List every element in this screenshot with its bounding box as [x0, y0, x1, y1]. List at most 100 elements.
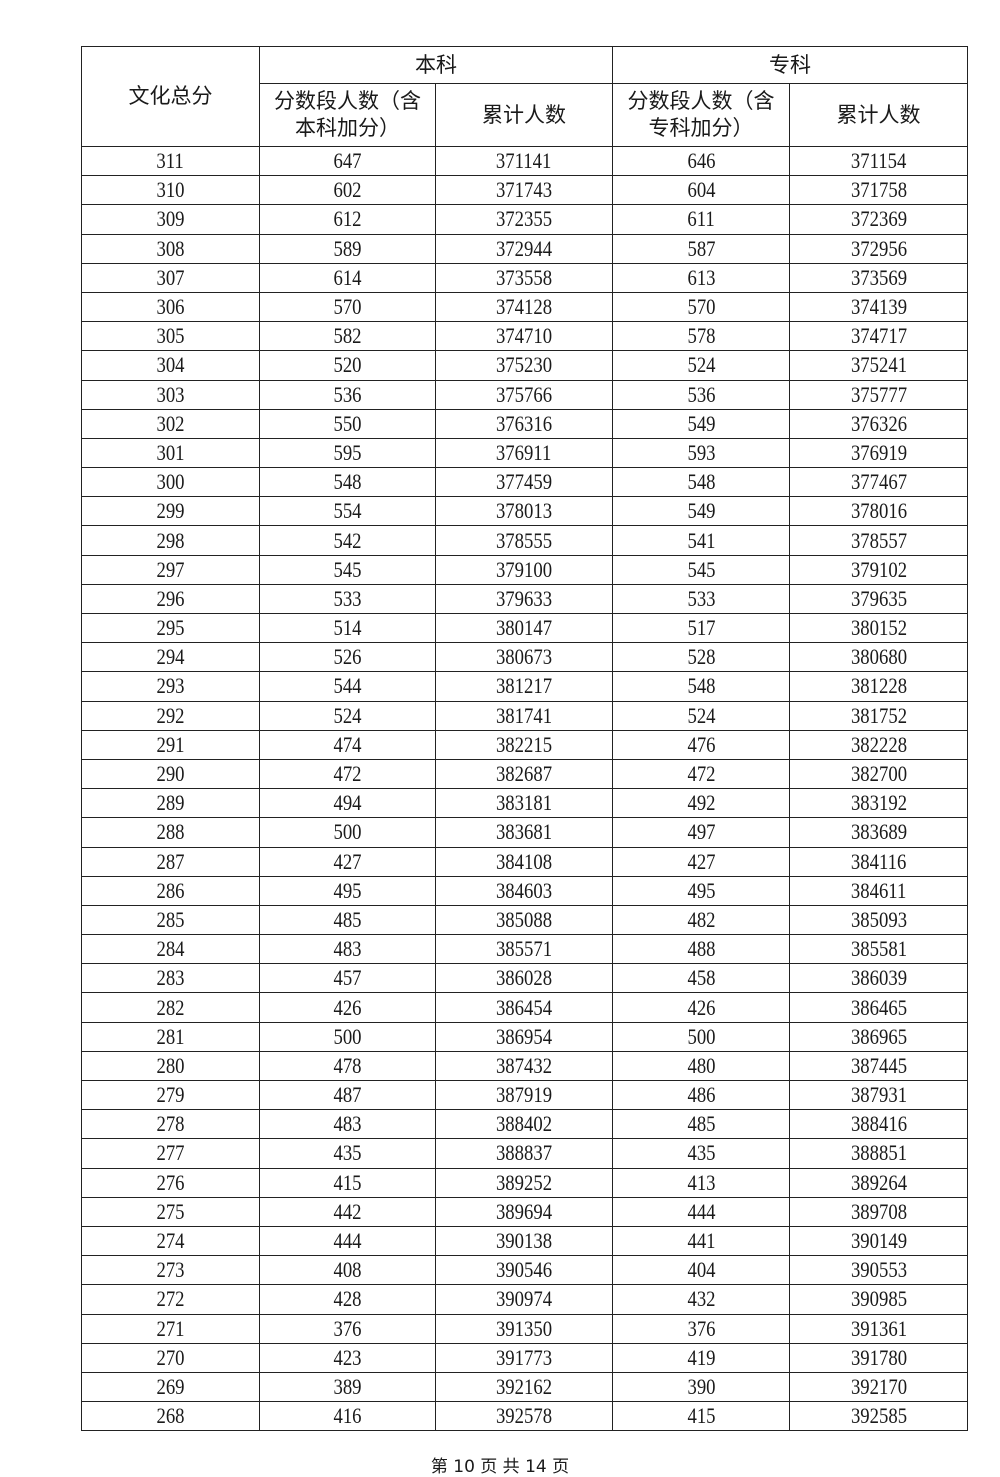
cell-text: 497: [686, 819, 716, 845]
cell-total-score: 277: [81, 1138, 260, 1169]
cell-undergrad-cumulative: 380673: [435, 642, 613, 673]
cell-junior-cumulative: 380680: [789, 642, 968, 673]
table-row: 301 595 376911 593 376919: [81, 437, 968, 469]
cell-text: 297: [156, 556, 185, 582]
cell-junior-segment-count: 517: [612, 612, 790, 644]
cell-undergrad-segment-count: 415: [259, 1167, 436, 1198]
cell-total-score: 289: [81, 788, 260, 819]
cell-text: 391780: [850, 1344, 907, 1370]
cell-text: 383681: [495, 819, 553, 845]
cell-text: 301: [156, 439, 185, 465]
cell-total-score: 304: [81, 350, 260, 381]
cell-junior-segment-count: 419: [612, 1342, 790, 1373]
cell-undergrad-cumulative: 390546: [435, 1255, 613, 1286]
cell-total-score: 302: [81, 408, 260, 439]
cell-text: 483: [333, 936, 362, 962]
cell-undergrad-cumulative: 375766: [435, 379, 613, 410]
cell-text: 384108: [495, 848, 553, 874]
cell-text: 377459: [495, 469, 553, 495]
cell-junior-cumulative: 371154: [789, 145, 968, 177]
cell-junior-cumulative: 386039: [789, 963, 968, 994]
cell-undergrad-segment-count: 389: [259, 1371, 436, 1403]
cell-junior-segment-count: 495: [612, 875, 790, 906]
cell-undergrad-cumulative: 371141: [435, 145, 613, 177]
cell-text: 288: [156, 819, 185, 845]
cell-text: 582: [333, 323, 362, 349]
cell-text: 444: [333, 1228, 362, 1254]
cell-text: 282: [156, 994, 185, 1020]
cell-text: 480: [686, 1052, 716, 1078]
table-row: 310 602 371743 604 371758: [81, 175, 968, 206]
cell-text: 273: [156, 1257, 185, 1283]
cell-junior-cumulative: 387931: [789, 1079, 968, 1111]
cell-undergrad-cumulative: 375230: [435, 350, 613, 381]
cell-text: 381217: [495, 673, 553, 699]
cell-junior-cumulative: 386465: [789, 992, 968, 1023]
cell-junior-segment-count: 528: [612, 642, 790, 673]
cell-text: 500: [686, 1023, 716, 1049]
cell-text: 385093: [850, 906, 907, 932]
cell-undergrad-segment-count: 487: [259, 1079, 436, 1111]
cell-undergrad-segment-count: 602: [259, 175, 436, 206]
cell-undergrad-cumulative: 372355: [435, 204, 613, 235]
cell-junior-segment-count: 578: [612, 321, 790, 352]
table-row: 284 483 385571 488 385581: [81, 934, 968, 965]
cell-text: 379102: [850, 556, 907, 582]
cell-text: 482: [686, 906, 716, 932]
cell-undergrad-cumulative: 389252: [435, 1167, 613, 1198]
cell-text: 548: [686, 673, 716, 699]
cell-text: 646: [686, 148, 716, 174]
cell-total-score: 300: [81, 467, 260, 498]
cell-undergrad-segment-count: 614: [259, 262, 436, 293]
table-row: 306 570 374128 570 374139: [81, 291, 968, 323]
cell-junior-cumulative: 371758: [789, 175, 968, 206]
cell-text: 285: [156, 906, 185, 932]
cell-text: 305: [156, 323, 185, 349]
cell-junior-segment-count: 472: [612, 758, 790, 790]
cell-text: 373558: [495, 264, 553, 290]
cell-undergrad-segment-count: 550: [259, 408, 436, 439]
cell-total-score: 303: [81, 379, 260, 410]
cell-text: 415: [686, 1403, 716, 1429]
table-row: 286 495 384603 495 384611: [81, 875, 968, 906]
cell-text: 391773: [495, 1344, 553, 1370]
cell-junior-cumulative: 377467: [789, 467, 968, 498]
cell-text: 374128: [495, 294, 553, 320]
cell-total-score: 270: [81, 1342, 260, 1373]
table-row: 298 542 378555 541 378557: [81, 525, 968, 556]
cell-text: 372944: [495, 235, 553, 261]
cell-text: 382687: [495, 761, 553, 787]
cell-junior-segment-count: 549: [612, 408, 790, 439]
cell-text: 303: [156, 381, 185, 407]
cell-text: 379100: [495, 556, 553, 582]
cell-total-score: 271: [81, 1313, 260, 1344]
cell-junior-segment-count: 524: [612, 350, 790, 381]
cell-text: 292: [156, 702, 185, 728]
cell-text: 371154: [850, 148, 907, 174]
table-row: 279 487 387919 486 387931: [81, 1079, 968, 1111]
cell-junior-cumulative: 383689: [789, 817, 968, 848]
cell-undergrad-cumulative: 383181: [435, 788, 613, 819]
table-row: 294 526 380673 528 380680: [81, 642, 968, 673]
cell-total-score: 279: [81, 1079, 260, 1111]
table-row: 272 428 390974 432 390985: [81, 1284, 968, 1315]
cell-undergrad-cumulative: 384603: [435, 875, 613, 906]
cell-total-score: 292: [81, 700, 260, 731]
cell-junior-segment-count: 486: [612, 1079, 790, 1111]
cell-undergrad-segment-count: 544: [259, 671, 436, 702]
cell-text: 302: [156, 410, 185, 436]
cell-text: 486: [686, 1082, 716, 1108]
cell-text: 419: [686, 1344, 716, 1370]
cell-text: 381741: [495, 702, 553, 728]
header-row-columns: 分数段人数（含本科加分） 累计人数 分数段人数（含专科加分） 累计人数: [82, 83, 968, 147]
header-undergrad-cumulative: 累计人数: [435, 83, 613, 147]
cell-text: 279: [156, 1082, 185, 1108]
cell-text: 392578: [495, 1403, 553, 1429]
cell-text: 379633: [495, 585, 553, 611]
table-row: 291 474 382215 476 382228: [81, 729, 968, 760]
cell-text: 495: [333, 877, 362, 903]
cell-text: 426: [686, 994, 716, 1020]
cell-undergrad-segment-count: 548: [259, 467, 436, 498]
cell-text: 291: [156, 731, 185, 757]
cell-text: 296: [156, 585, 185, 611]
